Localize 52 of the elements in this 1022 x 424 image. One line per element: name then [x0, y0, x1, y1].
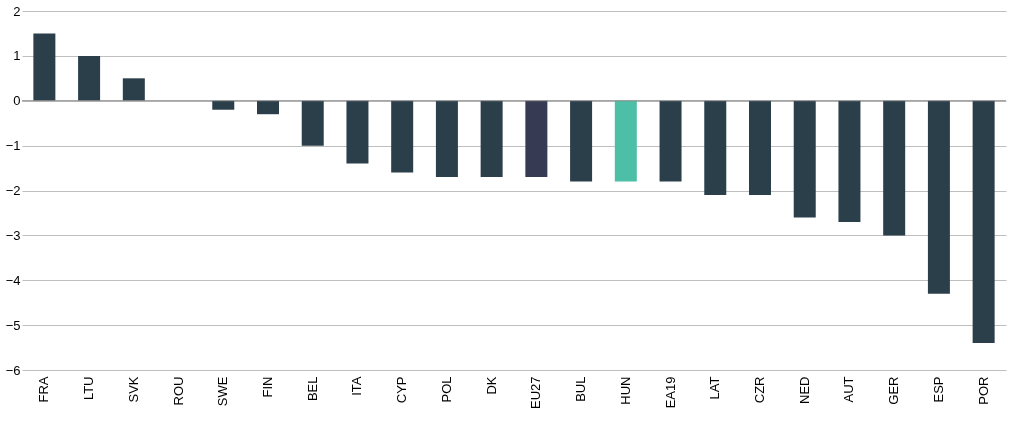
x-tick-label: FRA — [36, 376, 52, 403]
x-tick-label: NED — [796, 376, 812, 404]
bar — [659, 100, 682, 182]
y-tick-label: 0 — [13, 93, 21, 109]
x-tick-label: POL — [438, 376, 454, 403]
bar — [704, 100, 727, 195]
bar — [525, 100, 548, 178]
y-tick-label: −1 — [5, 138, 21, 154]
bar — [883, 100, 906, 236]
x-tick-label: CZR — [752, 376, 767, 404]
x-tick-label: DK — [483, 376, 499, 395]
y-tick-label: −5 — [5, 317, 21, 333]
x-tick-label: SWE — [215, 376, 231, 407]
y-tick-label: 2 — [13, 3, 21, 19]
x-tick-label: CYP — [394, 376, 410, 404]
y-tick-label: −6 — [5, 362, 21, 378]
bar — [212, 100, 235, 110]
bar — [972, 100, 995, 344]
x-tick-label: LAT — [707, 376, 723, 400]
bar — [33, 33, 56, 101]
bar — [614, 100, 637, 182]
y-tick-label: −4 — [5, 272, 21, 288]
bar — [346, 100, 369, 164]
bar — [257, 100, 279, 115]
x-tick-label: EU27 — [528, 376, 544, 410]
bar — [749, 100, 771, 195]
bar — [391, 100, 414, 173]
y-tick-label: −2 — [5, 183, 21, 198]
x-tick-label: EA19 — [662, 376, 678, 409]
x-tick-label: SVK — [125, 376, 141, 403]
x-tick-label: ITA — [349, 376, 365, 396]
bar — [301, 100, 324, 146]
bar — [793, 100, 816, 218]
bar — [435, 100, 458, 178]
y-tick-label: 1 — [13, 48, 21, 64]
x-tick-label: FIN — [260, 376, 275, 398]
x-tick-label: AUT — [841, 376, 857, 403]
x-tick-label: GER — [886, 376, 902, 405]
x-tick-label: BUL — [573, 376, 589, 402]
x-tick-label: LTU — [81, 376, 97, 401]
x-tick-label: ROU — [170, 376, 186, 406]
x-tick-label: HUN — [617, 376, 633, 405]
x-tick-label: ESP — [930, 376, 946, 403]
bar — [122, 78, 145, 101]
bar — [570, 100, 593, 182]
y-tick-label: −3 — [5, 227, 21, 243]
x-tick-label: BEL — [304, 376, 320, 402]
bar — [838, 100, 861, 222]
bar — [78, 55, 101, 101]
bar — [480, 100, 503, 178]
x-tick-label: POR — [975, 376, 991, 405]
bar — [927, 100, 950, 294]
